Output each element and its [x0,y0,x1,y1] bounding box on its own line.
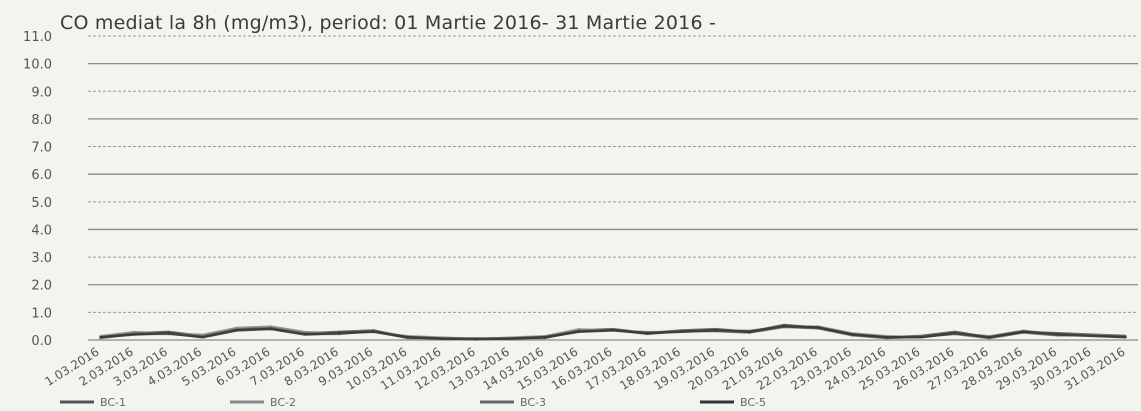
data-point [1125,336,1127,339]
data-point [577,328,580,330]
y-tick-label: 8.0 [31,113,52,128]
data-point [885,336,888,339]
data-point [954,332,956,334]
y-tick-label: 2.0 [31,279,52,294]
data-point [133,333,136,336]
data-point [714,329,717,332]
data-point [270,328,272,330]
chart-title: CO mediat la 8h (mg/m3), period: 01 Mart… [60,12,717,34]
y-tick-label: 5.0 [31,196,52,211]
data-point [201,336,204,339]
data-point [543,336,546,339]
data-point [99,336,101,339]
data-point [1022,330,1025,333]
data-point [577,330,580,333]
legend-label: BC-3 [520,396,546,409]
data-point [406,336,409,339]
y-tick-label: 1.0 [31,306,52,321]
data-point [646,332,649,334]
data-point [304,333,307,336]
data-point [475,337,478,340]
data-point [167,332,170,334]
data-point [235,326,238,329]
data-point [851,333,854,336]
data-point [338,332,341,334]
data-point [441,337,443,340]
data-point [1056,333,1059,336]
data-point [201,333,204,336]
data-point [133,330,136,333]
y-tick-label: 11.0 [23,30,52,45]
data-point [235,329,238,332]
y-tick-label: 4.0 [31,223,52,238]
data-point [270,325,272,328]
data-point [988,336,991,339]
data-point [748,330,751,333]
y-tick-label: 3.0 [31,251,52,266]
data-point [372,330,375,333]
data-point [783,325,785,328]
data-point [1090,334,1093,337]
y-tick-label: 10.0 [23,58,52,73]
y-tick-label: 9.0 [31,85,52,100]
y-tick-label: 6.0 [31,168,52,183]
legend-label: BC-1 [100,396,126,409]
data-point [612,329,614,332]
y-tick-label: 0.0 [31,334,52,349]
data-point [817,326,820,329]
y-tick-label: 7.0 [31,141,52,156]
data-point [509,337,512,340]
data-point [680,330,683,333]
legend-label: BC-5 [740,396,766,409]
data-point [919,336,922,339]
legend-label: BC-2 [270,396,296,409]
data-point [304,330,307,333]
